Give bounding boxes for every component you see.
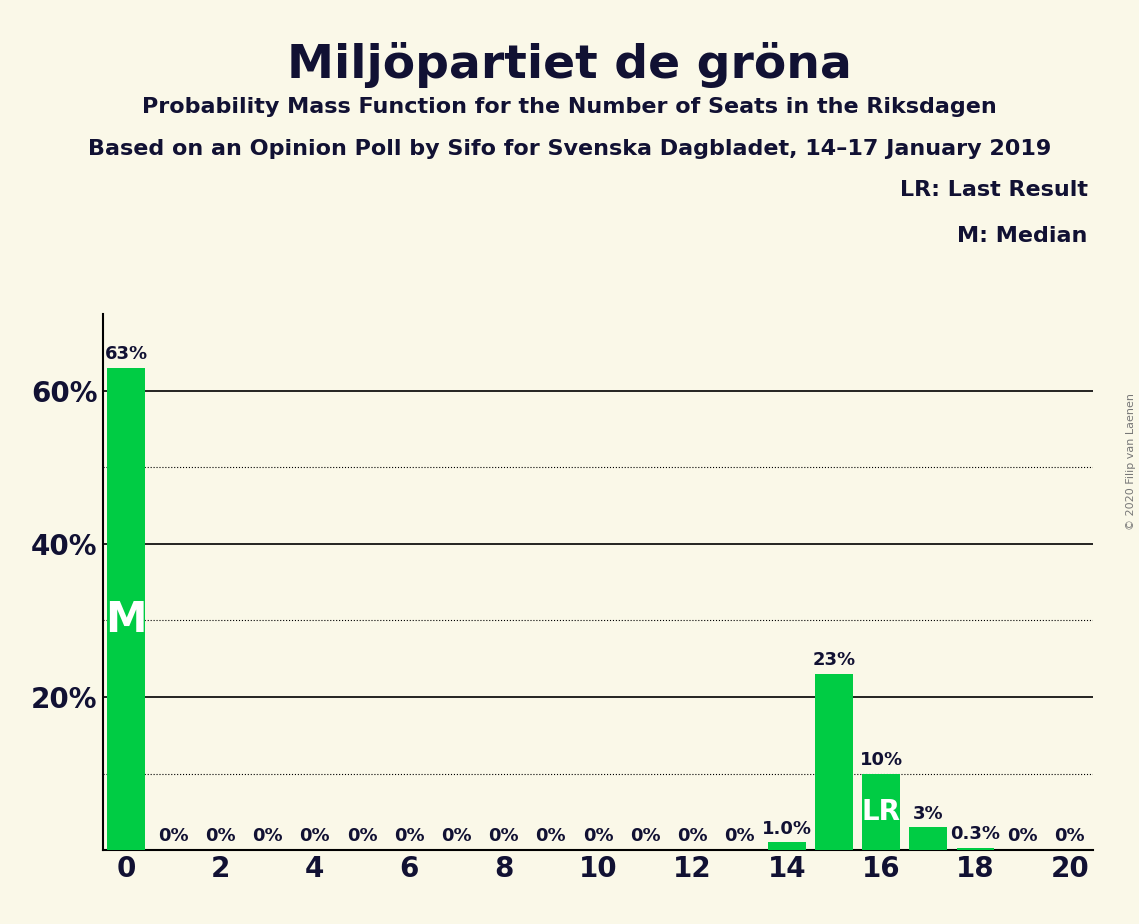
Text: 0%: 0% bbox=[158, 828, 189, 845]
Bar bbox=[862, 773, 900, 850]
Text: 0%: 0% bbox=[630, 828, 661, 845]
Text: 0%: 0% bbox=[253, 828, 282, 845]
Bar bbox=[957, 848, 994, 850]
Text: 0.3%: 0.3% bbox=[950, 825, 1000, 844]
Text: 1.0%: 1.0% bbox=[762, 820, 812, 838]
Bar bbox=[909, 827, 948, 850]
Text: 0%: 0% bbox=[300, 828, 330, 845]
Text: Probability Mass Function for the Number of Seats in the Riksdagen: Probability Mass Function for the Number… bbox=[142, 97, 997, 117]
Text: 0%: 0% bbox=[489, 828, 519, 845]
Text: 63%: 63% bbox=[105, 346, 148, 363]
Text: 0%: 0% bbox=[1055, 828, 1085, 845]
Text: LR: LR bbox=[861, 797, 901, 826]
Text: 0%: 0% bbox=[346, 828, 377, 845]
Text: 3%: 3% bbox=[913, 805, 943, 822]
Text: 23%: 23% bbox=[812, 651, 855, 669]
Bar bbox=[816, 674, 853, 850]
Text: Miljöpartiet de gröna: Miljöpartiet de gröna bbox=[287, 42, 852, 88]
Text: 10%: 10% bbox=[860, 751, 903, 769]
Bar bbox=[107, 368, 145, 850]
Text: M: Median: M: Median bbox=[958, 226, 1088, 247]
Text: 0%: 0% bbox=[441, 828, 472, 845]
Text: 0%: 0% bbox=[583, 828, 613, 845]
Text: 0%: 0% bbox=[535, 828, 566, 845]
Text: LR: Last Result: LR: Last Result bbox=[900, 180, 1088, 201]
Bar bbox=[768, 843, 805, 850]
Text: 0%: 0% bbox=[677, 828, 707, 845]
Text: 0%: 0% bbox=[1007, 828, 1038, 845]
Text: 0%: 0% bbox=[724, 828, 755, 845]
Text: M: M bbox=[105, 600, 147, 641]
Text: Based on an Opinion Poll by Sifo for Svenska Dagbladet, 14–17 January 2019: Based on an Opinion Poll by Sifo for Sve… bbox=[88, 139, 1051, 159]
Text: 0%: 0% bbox=[205, 828, 236, 845]
Text: 0%: 0% bbox=[394, 828, 425, 845]
Text: © 2020 Filip van Laenen: © 2020 Filip van Laenen bbox=[1126, 394, 1136, 530]
